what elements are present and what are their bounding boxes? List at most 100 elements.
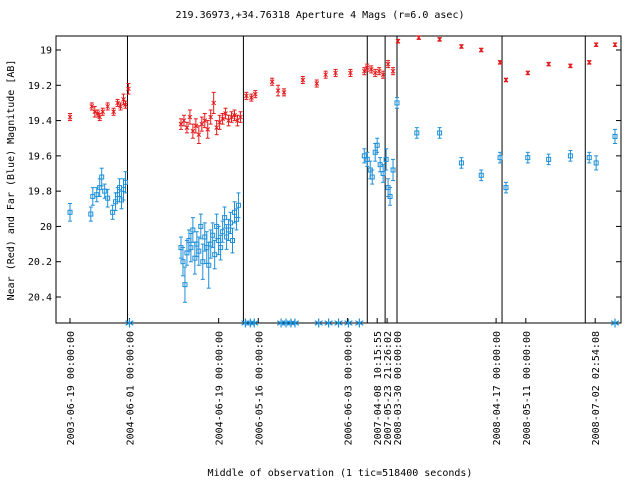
observation-marker bbox=[290, 318, 300, 328]
blue-data-point bbox=[567, 150, 573, 162]
red-data-point bbox=[232, 109, 237, 122]
red-data-point bbox=[202, 113, 208, 129]
x-tick-label: 2006-05-16 00:00:00 bbox=[254, 331, 265, 445]
red-data-point bbox=[380, 70, 386, 79]
red-data-point bbox=[416, 35, 422, 41]
red-data-point bbox=[184, 121, 190, 134]
observation-marker bbox=[344, 318, 353, 328]
blue-data-point bbox=[192, 241, 198, 275]
blue-data-point bbox=[233, 208, 239, 231]
red-data-point bbox=[100, 107, 106, 116]
blue-data-point bbox=[525, 151, 531, 164]
blue-data-point bbox=[196, 236, 202, 266]
plot-area bbox=[55, 35, 622, 324]
observation-marker bbox=[334, 318, 343, 328]
red-data-point bbox=[214, 120, 220, 136]
observation-marker bbox=[246, 318, 255, 328]
observation-marker bbox=[286, 318, 296, 328]
x-tick-label: 2004-06-01 00:00:00 bbox=[125, 331, 136, 445]
red-data-point bbox=[123, 100, 128, 109]
blue-data-point bbox=[200, 243, 206, 280]
blue-data-point bbox=[387, 187, 393, 206]
blue-data-point bbox=[184, 240, 190, 266]
red-data-point bbox=[612, 42, 618, 48]
y-tick-label: 19.8 bbox=[28, 187, 52, 198]
observation-marker bbox=[125, 318, 134, 328]
red-data-point bbox=[390, 67, 396, 76]
red-data-point bbox=[593, 42, 599, 48]
blue-data-point bbox=[180, 247, 186, 277]
blue-data-point bbox=[235, 192, 241, 219]
blue-data-point bbox=[437, 127, 443, 139]
x-tick-label: 2008-05-11 00:00:00 bbox=[522, 331, 533, 445]
red-data-point bbox=[364, 63, 370, 72]
y-tick-label: 20.4 bbox=[28, 293, 52, 304]
red-data-point bbox=[217, 114, 222, 130]
red-data-point bbox=[385, 60, 391, 69]
x-tick-label: 2006-06-03 00:00:00 bbox=[343, 331, 354, 445]
red-data-point bbox=[368, 65, 374, 74]
red-data-point bbox=[395, 38, 401, 44]
red-data-point bbox=[503, 77, 509, 83]
red-data-point bbox=[300, 75, 306, 85]
red-data-point bbox=[226, 114, 231, 127]
blue-data-point bbox=[88, 206, 94, 222]
red-data-point bbox=[111, 107, 116, 116]
y-axis-label: Near (Red) and Far (Blue) Magnitude [AB] bbox=[6, 60, 17, 301]
x-tick-label: 2008-07-02 02:54:08 bbox=[591, 331, 602, 445]
blue-data-point bbox=[216, 225, 222, 256]
blue-data-point bbox=[369, 169, 375, 185]
red-data-point bbox=[586, 59, 592, 65]
observation-marker bbox=[355, 318, 364, 328]
blue-data-point bbox=[122, 171, 128, 194]
red-data-point bbox=[89, 102, 95, 111]
y-axis: 19 19.2 19.4 19.6 19.8 20 20.2 20.4 bbox=[28, 46, 621, 304]
y-tick-label: 19.6 bbox=[28, 151, 52, 162]
blue-data-point bbox=[220, 220, 226, 243]
blue-data-point bbox=[198, 213, 204, 240]
red-data-point bbox=[115, 98, 120, 107]
season-break-lines bbox=[126, 36, 586, 323]
red-data-point bbox=[568, 63, 573, 69]
y-tick-label: 20 bbox=[40, 222, 52, 233]
red-data-point bbox=[376, 67, 382, 76]
red-data-point bbox=[281, 88, 287, 97]
blue-data-point bbox=[228, 211, 234, 234]
observation-marker bbox=[250, 318, 259, 328]
y-tick-label: 19.2 bbox=[28, 81, 52, 92]
observation-markers bbox=[125, 318, 620, 328]
x-axis-label: Middle of observation (1 tic=518400 seco… bbox=[208, 468, 473, 479]
red-data-point bbox=[275, 84, 281, 97]
blue-data-point bbox=[546, 153, 552, 166]
blue-data-point bbox=[380, 164, 386, 183]
blue-data-point bbox=[67, 202, 73, 222]
blue-data-point bbox=[458, 157, 464, 169]
red-data-point bbox=[248, 93, 254, 102]
x-tick-label: 2008-03-30 00:00:00 bbox=[393, 331, 404, 445]
red-data-point bbox=[181, 114, 187, 127]
series-near-red bbox=[67, 35, 618, 145]
red-data-point bbox=[348, 68, 353, 77]
red-data-point bbox=[211, 91, 217, 115]
red-data-point bbox=[497, 59, 503, 65]
blue-data-point bbox=[182, 266, 188, 303]
blue-data-point bbox=[210, 222, 216, 249]
red-data-point bbox=[244, 91, 249, 100]
blue-data-point bbox=[90, 187, 96, 206]
blue-data-point bbox=[212, 240, 218, 270]
blue-data-point bbox=[593, 155, 599, 171]
blue-data-point bbox=[394, 97, 400, 109]
blue-data-point bbox=[218, 234, 224, 261]
red-data-point bbox=[220, 113, 225, 125]
red-data-point bbox=[178, 118, 184, 130]
red-data-point bbox=[126, 83, 131, 95]
red-data-point bbox=[187, 109, 193, 125]
blue-data-point bbox=[188, 232, 194, 263]
blue-data-point bbox=[383, 148, 389, 171]
blue-data-point bbox=[414, 127, 420, 139]
red-data-point bbox=[323, 70, 329, 79]
red-data-point bbox=[478, 47, 484, 53]
blue-data-point bbox=[478, 169, 484, 182]
blue-data-point bbox=[364, 151, 370, 167]
